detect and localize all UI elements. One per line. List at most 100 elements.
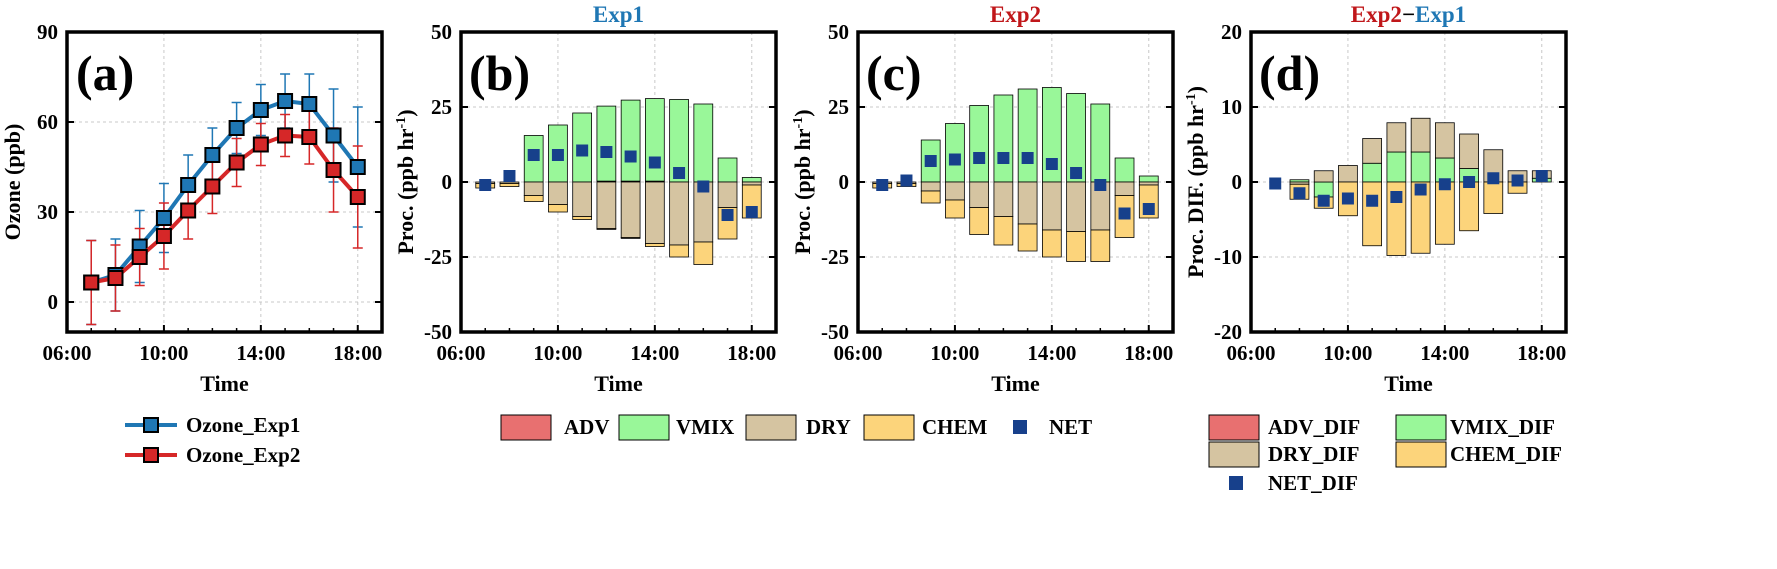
- panel-b-net-marker: [745, 206, 758, 218]
- panel-a-ytick-label: 0: [48, 290, 59, 314]
- panel-d-bar-vmix-dif: [1362, 162, 1383, 183]
- panel-b-bar-dry: [620, 181, 641, 238]
- panel-d-ytick-label: 0: [1232, 170, 1243, 194]
- panel-c-net-marker: [876, 179, 889, 191]
- panel-b-bar-chem: [548, 204, 568, 213]
- panel-d-bar-dry-dif: [1434, 122, 1455, 159]
- legend-label-adv: ADV: [564, 415, 610, 439]
- panel-b-bar-chem: [572, 216, 593, 220]
- panel-d-xtick-label: 14:00: [1420, 341, 1469, 365]
- legend-item-chem-dif: CHEM_DIF: [1395, 441, 1562, 468]
- panel-c-bar-dry: [993, 181, 1014, 217]
- panel-b-ytick-label: 50: [431, 20, 452, 44]
- panel-c-bar-dry: [1066, 181, 1086, 232]
- panel-c-net-marker: [973, 152, 986, 164]
- panel-b-bar-dry: [644, 181, 665, 244]
- panel-c-title: Exp2: [990, 2, 1041, 27]
- panel-c-net-marker: [997, 152, 1010, 164]
- panel-b-bar-vmix: [717, 157, 738, 183]
- legend-label-chem: CHEM: [922, 415, 988, 439]
- panel-b-net-marker: [648, 156, 661, 169]
- panel-b-bar-dry: [741, 181, 762, 186]
- panel-d-label: (d): [1259, 45, 1320, 101]
- legend-label-adv-dif: ADV_DIF: [1268, 415, 1360, 439]
- panel-d-bar-dry-dif: [1459, 133, 1479, 169]
- panel-b-bar-chem: [499, 183, 520, 187]
- panel-b-label: (b): [469, 45, 530, 101]
- ozone-exp2-point: [180, 202, 197, 219]
- panel-b-bar-chem: [523, 195, 544, 202]
- panel-b-xtick-label: 18:00: [727, 341, 776, 365]
- legend-item-chem: CHEM: [863, 414, 988, 441]
- panel-c-net-marker: [948, 153, 961, 166]
- legend-item-vmix: VMIX: [618, 414, 734, 441]
- panel-c-net-marker: [900, 174, 913, 187]
- panel-c-net-marker: [1118, 207, 1131, 220]
- legend-label-chem-dif: CHEM_DIF: [1450, 442, 1562, 466]
- panel-b-bar-vmix: [596, 105, 617, 182]
- panel-a-ytick-label: 30: [37, 200, 58, 224]
- ozone-exp1-point: [155, 210, 172, 226]
- legend-item-adv: ADV: [500, 414, 610, 441]
- panel-b-net-marker: [527, 149, 540, 161]
- panel-c-ytick-label: 50: [828, 20, 849, 44]
- panel-b-net-marker: [479, 179, 492, 191]
- panel-c-ytick-label: 25: [828, 95, 849, 119]
- panel-c-bar-dry: [920, 181, 941, 192]
- panel-d-ytick-label: -10: [1214, 245, 1242, 269]
- panel-c-bar-vmix: [1017, 88, 1038, 183]
- panel-b-bar-chem: [620, 237, 641, 239]
- panel-d-bar-chem-dif: [1483, 181, 1504, 214]
- panel-a-frame: [65, 30, 384, 334]
- panel-d-difference: 06:00 10:00 14:00 18:00 -20 -10 0 10 20 (d) Exp2…: [1183, 2, 1568, 396]
- panel-b-xlabel: Time: [594, 371, 643, 396]
- panel-d-bar-dry-dif: [1362, 138, 1383, 164]
- panel-b-ytick-label: -50: [424, 320, 452, 344]
- panel-b-ytick-label: 25: [431, 95, 452, 119]
- panel-a-xtick-label: 14:00: [236, 341, 285, 365]
- panel-c-ytick-label: 0: [839, 170, 850, 194]
- panel-d-xtick-label: 06:00: [1227, 341, 1276, 365]
- legend-label-vmix: VMIX: [676, 415, 734, 439]
- panel-c-bar-chem: [1041, 229, 1062, 258]
- panel-d-title: Exp2−Exp1: [1351, 2, 1466, 27]
- panel-d-net-dif-marker: [1511, 174, 1524, 187]
- panel-b-net-marker: [673, 167, 686, 179]
- panel-d-ytick-label: 10: [1221, 95, 1242, 119]
- panel-c-bar-vmix: [1114, 157, 1135, 183]
- panel-b-net-marker: [503, 170, 516, 182]
- panel-d-ytick-label: 20: [1221, 20, 1242, 44]
- panel-a-xtick-label: 18:00: [333, 341, 382, 365]
- ozone-exp2-point: [301, 129, 318, 145]
- panel-b-bar-dry: [572, 181, 593, 217]
- panel-b-net-marker: [600, 146, 613, 158]
- panel-b-net-marker: [721, 209, 734, 221]
- ozone-exp2-point: [252, 136, 269, 153]
- legend-label-net-dif: NET_DIF: [1268, 471, 1358, 495]
- panel-d-bar-dry-dif: [1313, 170, 1334, 183]
- panel-d-bar-vmix-dif: [1410, 151, 1431, 183]
- ozone-exp2-line: [90, 133, 360, 285]
- panel-a-legend: Ozone_Exp1 Ozone_Exp2: [125, 413, 300, 467]
- legend-item-ozone-exp1: Ozone_Exp1: [125, 413, 300, 437]
- panel-a-label: (a): [76, 45, 134, 101]
- ozone-exp1-point: [325, 127, 342, 144]
- panel-c-ytick-label: -25: [821, 245, 849, 269]
- panel-b-ytick-label: 0: [442, 170, 453, 194]
- panel-c-net-marker: [1045, 158, 1058, 170]
- panel-d-net-dif-marker: [1438, 178, 1451, 191]
- panel-b-ytick-label: -25: [424, 245, 452, 269]
- panel-b-bar-chem: [693, 241, 714, 265]
- ozone-exp2-point: [325, 162, 342, 178]
- panel-b-net-marker: [697, 180, 710, 193]
- ozone-exp1-point: [252, 102, 269, 118]
- ozone-exp1-point: [180, 177, 197, 193]
- panel-d-net-dif-marker: [1414, 183, 1427, 196]
- panel-c-xtick-label: 18:00: [1124, 341, 1173, 365]
- ozone-exp2-point: [228, 154, 245, 171]
- panel-c-ytick-label: -50: [821, 320, 849, 344]
- panel-b-exp1-process: 06:00 10:00 14:00 18:00 -50 -25 0 25 50 (b) Exp1…: [393, 2, 778, 396]
- panel-a-xtick-label: 10:00: [139, 341, 188, 365]
- panel-c-bar-dry: [1041, 181, 1062, 231]
